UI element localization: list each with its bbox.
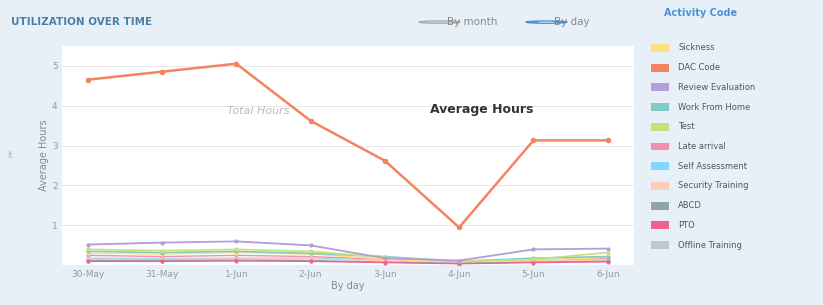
Text: Self Assessment: Self Assessment xyxy=(678,162,747,171)
Text: ABCD: ABCD xyxy=(678,201,702,210)
Text: Test: Test xyxy=(678,122,695,131)
Text: By day: By day xyxy=(554,17,589,27)
Y-axis label: Average Hours: Average Hours xyxy=(39,120,49,191)
Bar xyxy=(651,241,669,249)
Bar xyxy=(651,182,669,190)
Text: It: It xyxy=(7,151,13,160)
Text: UTILIZATION OVER TIME: UTILIZATION OVER TIME xyxy=(11,17,151,27)
Bar xyxy=(651,221,669,229)
Text: Late arrival: Late arrival xyxy=(678,142,726,151)
Text: PTO: PTO xyxy=(678,221,695,230)
X-axis label: By day: By day xyxy=(331,281,365,291)
Bar xyxy=(651,123,669,131)
Text: Offline Training: Offline Training xyxy=(678,241,742,250)
Text: Average Hours: Average Hours xyxy=(430,102,533,116)
Text: Security Training: Security Training xyxy=(678,181,749,191)
Text: Sickness: Sickness xyxy=(678,43,714,52)
Bar xyxy=(651,83,669,91)
Bar xyxy=(651,44,669,52)
Circle shape xyxy=(537,22,556,23)
Text: Total Hours: Total Hours xyxy=(227,106,290,116)
Text: DAC Code: DAC Code xyxy=(678,63,720,72)
Text: Activity Code: Activity Code xyxy=(663,8,737,18)
Bar xyxy=(651,103,669,111)
Text: By month: By month xyxy=(447,17,497,27)
Text: Review Evaluation: Review Evaluation xyxy=(678,83,756,92)
Text: Work From Home: Work From Home xyxy=(678,102,751,112)
Bar xyxy=(651,202,669,210)
Bar xyxy=(651,142,669,150)
Bar xyxy=(651,63,669,71)
Circle shape xyxy=(526,21,567,23)
Bar xyxy=(651,162,669,170)
